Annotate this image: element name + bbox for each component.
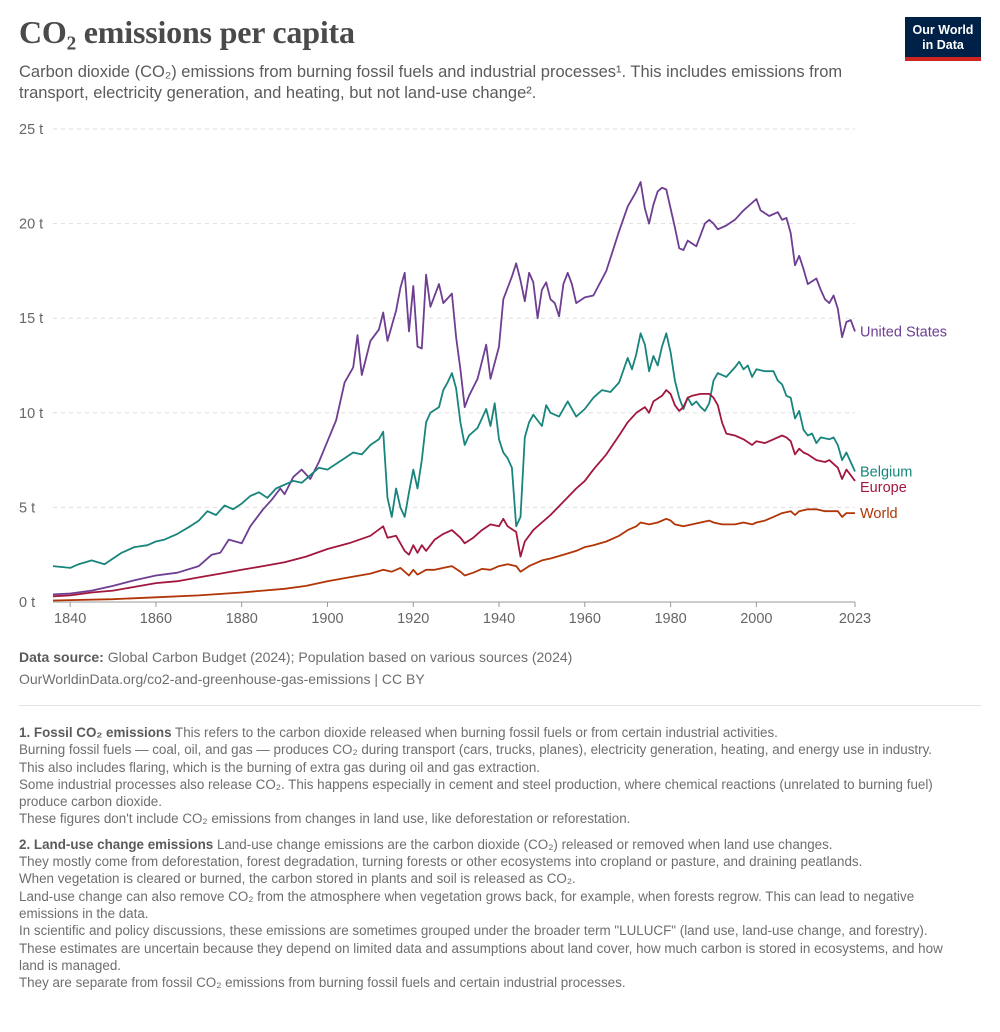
footnote-line: Some industrial processes also release C… xyxy=(19,776,933,810)
chart-title: CO₂ emissions per capita xyxy=(19,14,355,50)
y-tick-label: 15 t xyxy=(19,311,43,327)
x-tick-label: 1980 xyxy=(654,611,686,627)
y-tick-label: 0 t xyxy=(19,595,35,611)
footnote-line: When vegetation is cleared or burned, th… xyxy=(19,871,576,887)
divider xyxy=(19,705,981,706)
y-tick-label: 10 t xyxy=(19,406,43,422)
x-tick-label: 1860 xyxy=(140,611,172,627)
series-line-europe xyxy=(52,389,856,598)
line-chart: 0 t5 t10 t15 t20 t25 t 1840 1860 1880 1900 1… xyxy=(19,122,947,627)
footnote-line: In scientific and policy discussions, th… xyxy=(19,923,928,939)
logo-line-1: Our World xyxy=(912,23,974,37)
x-tick-label: 1920 xyxy=(397,611,429,627)
x-axis: 1840 1860 1880 1900 1920 1940 1960 1980 2000 2023 xyxy=(53,601,871,627)
footnote-2: 2. Land-use change emissions Land-use ch… xyxy=(19,836,959,992)
series-label: Europe xyxy=(860,480,907,496)
chart-subtitle: Carbon dioxide (CO₂) emissions from burn… xyxy=(19,63,843,102)
footnote-heading: 1. Fossil CO₂ emissions xyxy=(19,725,172,740)
footnote-line: Burning fossil fuels — coal, oil, and ga… xyxy=(19,742,932,775)
series-line-belgium xyxy=(52,332,856,569)
y-tick-label: 5 t xyxy=(19,500,35,516)
x-tick-label: 2000 xyxy=(740,611,772,627)
series-line-united-states xyxy=(52,181,856,596)
x-tick-label: 1940 xyxy=(483,611,515,627)
footnote-text: This refers to the carbon dioxide releas… xyxy=(171,725,778,740)
footnote-line: They are separate from fossil CO₂ emissi… xyxy=(19,975,626,991)
x-tick-label: 1840 xyxy=(54,611,86,627)
series-lines xyxy=(52,181,856,602)
logo-line-2: in Data xyxy=(922,38,964,52)
source-label: Data source: xyxy=(19,649,104,665)
x-tick-label: 2023 xyxy=(839,611,871,627)
footnote-heading: 2. Land-use change emissions xyxy=(19,836,214,852)
x-tick-label: 1960 xyxy=(569,611,601,627)
footnote-1: 1. Fossil CO₂ emissions This refers to t… xyxy=(19,724,959,828)
source-text: Global Carbon Budget (2024); Population … xyxy=(107,649,573,665)
footnote-line: These estimates are uncertain because th… xyxy=(19,940,943,973)
footnote-line: Land-use change can also remove CO₂ from… xyxy=(19,888,915,921)
series-line-world xyxy=(52,508,855,602)
y-axis: 0 t 5 t 10 t 15 t 20 t 25 t xyxy=(19,122,43,611)
footnote-text: Land-use change emissions are the carbon… xyxy=(213,836,833,852)
series-label: Belgium xyxy=(860,464,912,480)
x-tick-label: 1900 xyxy=(311,611,343,627)
source-url[interactable]: OurWorldinData.org/co2-and-greenhouse-ga… xyxy=(19,671,425,687)
y-tick-label: 25 t xyxy=(19,122,43,138)
footnote-line: These figures don't include CO₂ emission… xyxy=(19,811,631,827)
series-label: United States xyxy=(860,324,947,340)
footnote-line: They mostly come from deforestation, for… xyxy=(19,854,863,870)
footnotes: 1. Fossil CO₂ emissions This refers to t… xyxy=(19,724,959,999)
owid-logo[interactable]: Our World in Data xyxy=(905,17,981,61)
series-label: World xyxy=(860,506,898,522)
source-block: Data source: Global Carbon Budget (2024)… xyxy=(19,646,572,690)
x-tick-label: 1880 xyxy=(226,611,258,627)
logo-accent-bar xyxy=(905,57,981,61)
y-tick-label: 20 t xyxy=(19,217,43,233)
